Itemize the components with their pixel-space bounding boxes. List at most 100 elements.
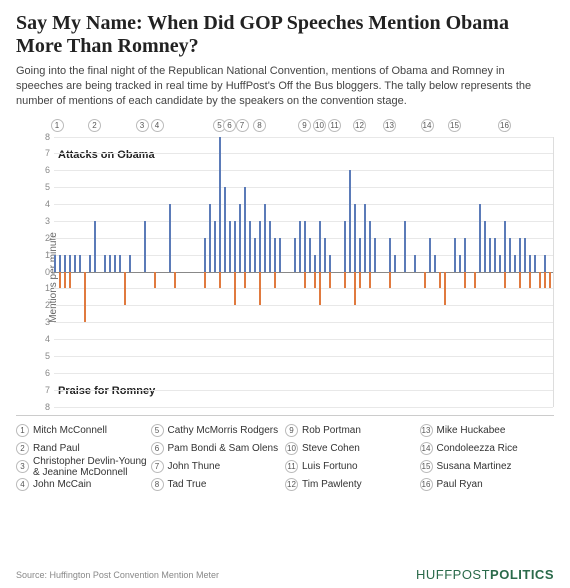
obama-bar bbox=[264, 204, 266, 272]
romney-bar bbox=[124, 272, 126, 306]
romney-bar bbox=[444, 272, 446, 306]
legend-number: 11 bbox=[285, 460, 298, 473]
obama-bar bbox=[464, 238, 466, 272]
obama-bar bbox=[129, 255, 131, 272]
gridline bbox=[54, 390, 553, 391]
legend-number: 15 bbox=[420, 460, 433, 473]
legend-name: Christopher Devlin-Young & Jeanine McDon… bbox=[33, 456, 151, 478]
y-tick-label: 7 bbox=[20, 385, 50, 395]
obama-bar bbox=[324, 238, 326, 272]
speaker-marker: 12 bbox=[353, 119, 366, 132]
speaker-legend: 1Mitch McConnell2Rand Paul3Christopher D… bbox=[16, 415, 554, 494]
y-tick-label: 5 bbox=[20, 182, 50, 192]
obama-bar bbox=[499, 255, 501, 272]
legend-item: 13Mike Huckabee bbox=[420, 422, 555, 440]
legend-name: Steve Cohen bbox=[302, 443, 360, 454]
obama-bar bbox=[329, 255, 331, 272]
obama-bar bbox=[374, 238, 376, 272]
y-tick-label: 8 bbox=[20, 132, 50, 142]
romney-bar bbox=[304, 272, 306, 289]
obama-bar bbox=[214, 221, 216, 272]
romney-bar bbox=[174, 272, 176, 289]
romney-bar bbox=[519, 272, 521, 289]
legend-name: Tad True bbox=[168, 479, 207, 490]
y-tick-label: 2 bbox=[20, 300, 50, 310]
obama-bar bbox=[229, 221, 231, 272]
obama-bar bbox=[529, 255, 531, 272]
romney-bar bbox=[329, 272, 331, 289]
legend-number: 3 bbox=[16, 460, 29, 473]
obama-bar bbox=[354, 204, 356, 272]
speaker-marker: 2 bbox=[88, 119, 101, 132]
source-attribution: Source: Huffington Post Convention Menti… bbox=[16, 570, 219, 580]
obama-bar bbox=[209, 204, 211, 272]
obama-bar bbox=[219, 137, 221, 272]
gridline bbox=[54, 373, 553, 374]
gridline bbox=[54, 322, 553, 323]
romney-bar bbox=[464, 272, 466, 289]
legend-item: 11Luis Fortuno bbox=[285, 458, 420, 476]
obama-bar bbox=[544, 255, 546, 272]
y-tick-label: 4 bbox=[20, 334, 50, 344]
obama-bar bbox=[534, 255, 536, 272]
obama-bar bbox=[489, 238, 491, 272]
obama-bar bbox=[509, 238, 511, 272]
obama-bar bbox=[299, 221, 301, 272]
romney-bar bbox=[244, 272, 246, 289]
obama-bar bbox=[319, 221, 321, 272]
obama-bar bbox=[519, 238, 521, 272]
legend-name: Cathy McMorris Rodgers bbox=[168, 425, 279, 436]
obama-bar bbox=[224, 187, 226, 271]
obama-bar bbox=[204, 238, 206, 272]
legend-item: 15 Susana Martinez bbox=[420, 458, 555, 476]
obama-bar bbox=[294, 238, 296, 272]
obama-bar bbox=[69, 255, 71, 272]
legend-name: Condoleezza Rice bbox=[437, 443, 518, 454]
y-tick-label: 1 bbox=[20, 250, 50, 260]
romney-bar bbox=[359, 272, 361, 289]
annotation-obama: Attacks on Obama bbox=[58, 149, 155, 161]
speaker-marker: 8 bbox=[253, 119, 266, 132]
logo-bold: POLITICS bbox=[490, 567, 554, 582]
romney-bar bbox=[344, 272, 346, 289]
y-tick-label: 5 bbox=[20, 351, 50, 361]
legend-number: 1 bbox=[16, 424, 29, 437]
romney-bar bbox=[314, 272, 316, 289]
y-tick-label: 4 bbox=[20, 199, 50, 209]
obama-bar bbox=[429, 238, 431, 272]
legend-item: 7John Thune bbox=[151, 458, 286, 476]
logo-thin: HUFFPOST bbox=[416, 567, 490, 582]
obama-bar bbox=[344, 221, 346, 272]
legend-number: 16 bbox=[420, 478, 433, 491]
obama-bar bbox=[59, 255, 61, 272]
legend-name: Pam Bondi & Sam Olens bbox=[168, 443, 279, 454]
obama-bar bbox=[434, 255, 436, 272]
legend-item: 3 Christopher Devlin-Young & Jeanine McDo… bbox=[16, 458, 151, 476]
obama-bar bbox=[94, 221, 96, 272]
speaker-markers-row: 12345678910111213141516 bbox=[54, 119, 554, 133]
romney-bar bbox=[369, 272, 371, 289]
legend-name: John Thune bbox=[168, 461, 221, 472]
legend-name: Susana Martinez bbox=[437, 461, 512, 472]
legend-item: 4 John McCain bbox=[16, 476, 151, 494]
obama-bar bbox=[524, 238, 526, 272]
obama-bar bbox=[514, 255, 516, 272]
gridline bbox=[54, 170, 553, 171]
legend-item: 6Pam Bondi & Sam Olens bbox=[151, 440, 286, 458]
legend-number: 12 bbox=[285, 478, 298, 491]
obama-bar bbox=[254, 238, 256, 272]
gridline bbox=[54, 187, 553, 188]
y-tick-label: 0 bbox=[20, 267, 50, 277]
speaker-marker: 1 bbox=[51, 119, 64, 132]
obama-bar bbox=[404, 221, 406, 272]
legend-item: 16Paul Ryan bbox=[420, 476, 555, 494]
legend-name: John McCain bbox=[33, 479, 91, 490]
y-tick-label: 3 bbox=[20, 216, 50, 226]
speaker-marker: 14 bbox=[421, 119, 434, 132]
romney-bar bbox=[234, 272, 236, 306]
obama-bar bbox=[304, 221, 306, 272]
romney-bar bbox=[64, 272, 66, 289]
legend-number: 4 bbox=[16, 478, 29, 491]
romney-bar bbox=[69, 272, 71, 289]
obama-bar bbox=[309, 238, 311, 272]
